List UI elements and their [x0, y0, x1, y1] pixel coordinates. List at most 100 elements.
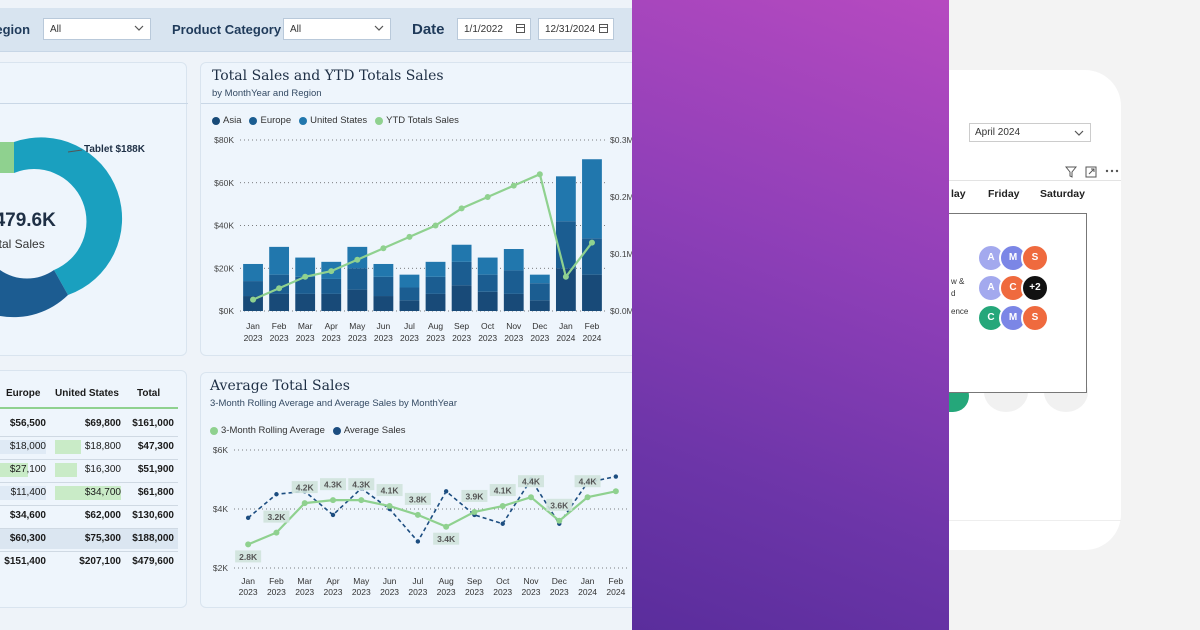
x-tick-label: 2023	[465, 587, 484, 597]
day-header: Friday	[988, 188, 1020, 200]
date-filter-label: Date	[412, 21, 445, 38]
donut-center-value: $479.6K	[0, 210, 56, 231]
avatar[interactable]: S	[1021, 304, 1049, 332]
x-tick-label: Jan	[241, 576, 255, 586]
date-end-value: 12/31/2024	[545, 24, 596, 35]
month-select-value: April 2024	[975, 127, 1021, 138]
y-tick-label: $80K	[214, 135, 234, 145]
avatar-overflow-count[interactable]: +2	[1021, 274, 1049, 302]
panel-divider	[949, 180, 1121, 181]
popup-text: w &	[951, 277, 965, 286]
legend-dot	[332, 426, 341, 435]
popup-text: d	[951, 289, 956, 298]
matrix-header: Europe	[6, 388, 41, 399]
x-tick-label: Jan	[581, 576, 595, 586]
matrix-cell: $27,100	[9, 464, 46, 475]
avg-chart-legend: 3-Month Rolling Average Average Sales	[210, 425, 410, 436]
ytd-point	[250, 296, 257, 303]
data-label-bg	[461, 489, 488, 502]
x-tick-label: Apr	[325, 321, 338, 331]
donut-segment-navy[interactable]	[0, 270, 68, 318]
y-tick-label: $20K	[214, 263, 234, 273]
x-tick-label: Apr	[326, 576, 339, 586]
donut-segment-tablet[interactable]	[14, 137, 123, 295]
x-tick-label: Sep	[454, 321, 469, 331]
legend-item[interactable]: Europe	[249, 115, 291, 126]
databar	[55, 486, 121, 500]
donut-callout: Tablet $188K	[84, 144, 145, 155]
legend-item[interactable]: YTD Totals Sales	[375, 115, 459, 126]
filter-icon[interactable]	[1065, 166, 1077, 178]
x-tick-label: May	[349, 321, 366, 331]
more-options-icon[interactable]	[1105, 168, 1119, 174]
y-tick-label: $0K	[219, 306, 234, 316]
ytd-point	[562, 273, 569, 280]
donut-segment-green[interactable]	[0, 142, 14, 173]
data-label: 3.4K	[437, 534, 456, 544]
calendar-icon[interactable]	[599, 24, 608, 33]
x-tick-label: 2023	[352, 587, 371, 597]
x-tick-label: 2023	[493, 587, 512, 597]
bar-segment	[529, 283, 550, 301]
legend-item[interactable]: Asia	[212, 115, 241, 126]
legend-label: 3-Month Rolling Average	[221, 425, 325, 436]
category-select[interactable]: All	[283, 18, 391, 40]
rolling-average-point	[330, 497, 336, 504]
y2-tick-label: $0.0M	[610, 306, 632, 316]
data-label: 3.9K	[465, 491, 484, 501]
date-end-input[interactable]: 12/31/2024	[538, 18, 614, 40]
region-select[interactable]: All	[43, 18, 151, 40]
bar-segment	[399, 274, 420, 288]
purple-gradient-band	[632, 0, 949, 630]
avg-chart-subtitle: 3-Month Rolling Average and Average Sale…	[210, 398, 457, 409]
ytd-point	[276, 285, 283, 292]
data-label-bg	[518, 475, 544, 488]
y-tick-label: $6K	[213, 445, 228, 455]
bar-segment	[269, 274, 290, 294]
data-label: 3.8K	[409, 494, 428, 504]
matrix-header: United States	[55, 388, 119, 399]
rolling-average-point	[612, 488, 619, 495]
matrix-cell: $62,000	[84, 510, 121, 521]
y-tick-label: $2K	[213, 563, 228, 573]
x-tick-label: 2023	[380, 587, 399, 597]
x-tick-label: 2023	[530, 333, 549, 343]
date-start-value: 1/1/2022	[464, 24, 503, 35]
rolling-average-point	[443, 523, 450, 530]
month-select[interactable]: April 2024	[969, 123, 1091, 142]
y2-tick-label: $0.2M	[610, 192, 632, 202]
legend-item[interactable]: United States	[299, 115, 367, 126]
legend-label: YTD Totals Sales	[386, 115, 459, 126]
data-label-bg	[546, 498, 573, 511]
legend-label: Europe	[260, 115, 292, 126]
x-tick-label: 2023	[295, 587, 314, 597]
x-tick-label: Nov	[523, 576, 539, 586]
avatar[interactable]: S	[1021, 244, 1049, 272]
average-sales-point	[500, 521, 505, 526]
focus-mode-icon[interactable]	[1085, 166, 1097, 178]
x-tick-label: 2023	[522, 587, 541, 597]
x-tick-label: 2023	[239, 587, 258, 597]
category-select-value: All	[290, 24, 302, 35]
calendar-icon[interactable]	[516, 24, 525, 33]
date-start-input[interactable]: 1/1/2022	[457, 18, 531, 40]
matrix-cell: $34,700	[84, 487, 121, 498]
avg-line-chart: $2K$4K$6KJan2023Feb2023Mar2023Apr2023May…	[213, 445, 630, 597]
data-label-bg	[489, 484, 516, 497]
data-label-bg	[376, 484, 403, 497]
bar-segment	[295, 276, 316, 294]
x-tick-label: 2023	[437, 587, 456, 597]
legend-item[interactable]: 3-Month Rolling Average	[210, 425, 325, 436]
day-header: Saturday	[1040, 188, 1085, 200]
bar-segment	[582, 274, 602, 311]
legend-dot	[375, 116, 384, 125]
panel-divider	[949, 520, 1121, 521]
databar	[0, 463, 28, 477]
bar-segment	[321, 278, 342, 294]
y-tick-label: $40K	[214, 221, 234, 231]
bar-segment	[321, 293, 342, 311]
ytd-point	[510, 182, 517, 189]
x-tick-label: 2023	[426, 333, 445, 343]
data-label-bg	[291, 481, 318, 494]
legend-item[interactable]: Average Sales	[332, 425, 406, 436]
